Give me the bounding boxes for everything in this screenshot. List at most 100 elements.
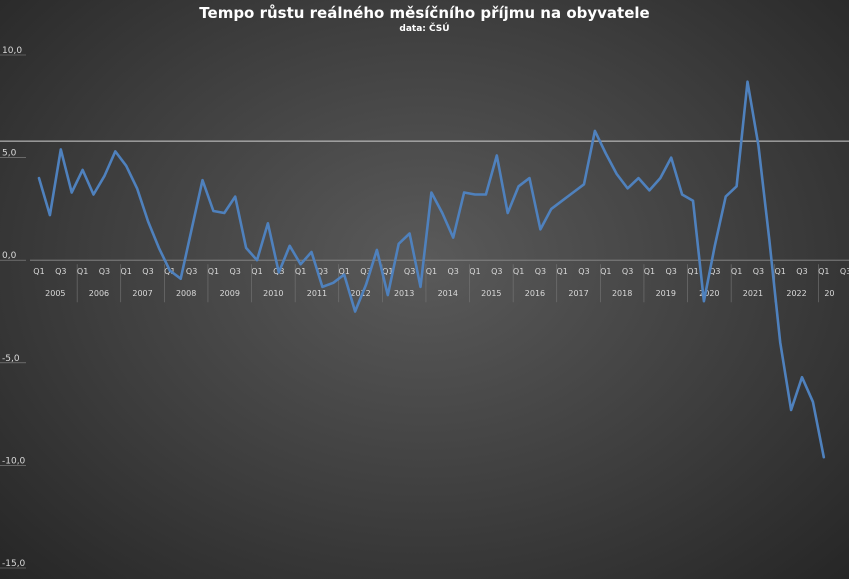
data-point (463, 191, 465, 194)
chart-subtitle: data: ČSÚ (399, 24, 450, 34)
x-tick-label: Q3 (840, 267, 849, 276)
data-point (288, 244, 291, 247)
year-label: 20 (824, 289, 834, 298)
chart-title: Tempo růstu reálného měsíčního příjmu na… (199, 4, 650, 22)
year-label: 2017 (568, 289, 588, 298)
data-point (136, 187, 139, 190)
year-label: 2010 (263, 289, 283, 298)
year-label: 2020 (699, 289, 719, 298)
x-tick-label: Q1 (426, 267, 437, 276)
x-tick-label: Q3 (142, 267, 153, 276)
x-tick-label: Q1 (775, 267, 786, 276)
data-point (354, 310, 356, 313)
data-point (604, 152, 607, 155)
x-tick-label: Q3 (578, 267, 589, 276)
data-point (790, 409, 792, 411)
year-label: 2012 (350, 289, 370, 298)
x-tick-label: Q3 (230, 267, 241, 276)
data-point (430, 191, 433, 194)
data-point (485, 193, 487, 196)
year-label: 2021 (743, 289, 763, 298)
y-tick-label: -15,0 (2, 559, 26, 569)
x-tick-label: Q1 (208, 267, 219, 276)
x-tick-label: Q1 (731, 267, 742, 276)
year-label: 2019 (656, 289, 676, 298)
data-point (168, 269, 171, 272)
year-label: 2016 (525, 289, 545, 298)
year-label: 2005 (45, 289, 65, 298)
year-label: 2022 (786, 289, 806, 298)
data-point (441, 212, 444, 214)
year-label: 2013 (394, 289, 414, 298)
data-point (267, 222, 269, 225)
data-point (158, 247, 160, 249)
x-tick-label: Q3 (99, 267, 110, 276)
data-point (757, 144, 760, 147)
data-point (277, 271, 280, 274)
data-point (506, 212, 509, 214)
y-tick-label: -10,0 (2, 456, 26, 466)
data-point (495, 154, 498, 157)
data-point (256, 259, 258, 262)
x-tick-label: Q1 (339, 267, 350, 276)
data-point (59, 148, 62, 151)
data-point (517, 185, 520, 188)
x-tick-label: Q1 (818, 267, 829, 276)
data-point (713, 244, 716, 247)
y-tick-label: 0,0 (2, 251, 17, 261)
data-point (561, 199, 564, 202)
data-point (583, 183, 585, 186)
x-tick-label: Q3 (753, 267, 764, 276)
year-label: 2011 (307, 289, 327, 298)
data-point (343, 273, 346, 276)
data-point (812, 400, 814, 403)
year-label: 2018 (612, 289, 632, 298)
data-point (801, 376, 803, 379)
x-tick-label: Q1 (687, 267, 698, 276)
data-point (550, 208, 553, 210)
data-point (70, 191, 73, 194)
data-point (103, 175, 106, 178)
year-label: 2015 (481, 289, 501, 298)
x-tick-label: Q1 (513, 267, 524, 276)
data-point (245, 247, 248, 249)
data-point (310, 251, 313, 253)
data-point (190, 228, 193, 231)
data-point (637, 177, 640, 180)
x-tick-label: Q3 (186, 267, 197, 276)
data-point (615, 173, 618, 175)
data-point (201, 179, 204, 182)
x-tick-label: Q1 (644, 267, 655, 276)
year-label: 2014 (438, 289, 458, 298)
x-tick-label: Q1 (382, 267, 393, 276)
data-point (114, 150, 117, 153)
year-label: 2007 (132, 289, 152, 298)
year-label: 2009 (220, 289, 240, 298)
x-tick-label: Q1 (77, 267, 88, 276)
x-tick-label: Q3 (491, 267, 502, 276)
data-point (125, 164, 128, 167)
x-tick-label: Q1 (557, 267, 568, 276)
data-point (681, 193, 683, 196)
x-tick-label: Q3 (404, 267, 415, 276)
data-point (332, 281, 335, 284)
data-point (746, 80, 749, 83)
x-tick-label: Q1 (121, 267, 132, 276)
x-tick-label: Q3 (317, 267, 328, 276)
data-point (408, 232, 411, 235)
x-tick-label: Q3 (360, 267, 371, 276)
data-point (572, 191, 574, 194)
data-point (724, 195, 727, 198)
data-point (321, 286, 324, 288)
data-point (452, 236, 455, 239)
x-tick-label: Q3 (709, 267, 720, 276)
x-tick-label: Q1 (600, 267, 611, 276)
x-tick-label: Q1 (251, 267, 262, 276)
x-tick-label: Q3 (666, 267, 677, 276)
data-point (626, 187, 629, 190)
x-tick-label: Q1 (469, 267, 480, 276)
data-point (594, 130, 596, 132)
data-point (92, 193, 95, 196)
data-point (212, 210, 215, 212)
data-point (376, 249, 378, 251)
